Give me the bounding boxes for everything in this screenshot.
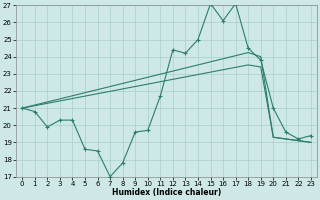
- X-axis label: Humidex (Indice chaleur): Humidex (Indice chaleur): [112, 188, 221, 197]
